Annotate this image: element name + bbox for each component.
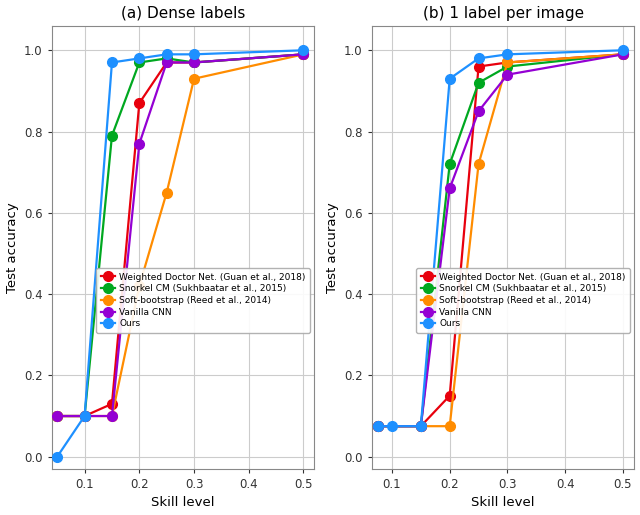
Ours [417,423,425,430]
Legend: Weighted Doctor Net. (Guan et al., 2018), Snorkel CM (Sukhbaatar et al., 2015), : Weighted Doctor Net. (Guan et al., 2018)… [417,268,630,333]
Vanilla CNN [446,185,454,192]
Soft-bootstrap (Reed et al., 2014) [300,52,307,58]
Line: Ours: Ours [52,45,308,461]
Ours [300,47,307,54]
Weighted Doctor Net. (Guan et al., 2018) [81,413,88,419]
Vanilla CNN [300,52,307,58]
Vanilla CNN [190,59,198,65]
Weighted Doctor Net. (Guan et al., 2018) [374,423,381,430]
Weighted Doctor Net. (Guan et al., 2018) [619,52,627,58]
Ours [81,413,88,419]
Snorkel CM (Sukhbaatar et al., 2015) [446,161,454,167]
Vanilla CNN [53,413,61,419]
Snorkel CM (Sukhbaatar et al., 2015) [300,52,307,58]
Soft-bootstrap (Reed et al., 2014) [446,423,454,430]
Ours [374,423,381,430]
Weighted Doctor Net. (Guan et al., 2018) [300,52,307,58]
Soft-bootstrap (Reed et al., 2014) [504,59,511,65]
Snorkel CM (Sukhbaatar et al., 2015) [163,55,170,61]
Soft-bootstrap (Reed et al., 2014) [163,190,170,196]
Weighted Doctor Net. (Guan et al., 2018) [163,59,170,65]
Soft-bootstrap (Reed et al., 2014) [108,413,116,419]
Ours [619,47,627,54]
Soft-bootstrap (Reed et al., 2014) [53,413,61,419]
Soft-bootstrap (Reed et al., 2014) [81,413,88,419]
X-axis label: Skill level: Skill level [151,496,215,509]
Snorkel CM (Sukhbaatar et al., 2015) [136,59,143,65]
Snorkel CM (Sukhbaatar et al., 2015) [475,80,483,86]
Vanilla CNN [163,59,170,65]
Ours [475,55,483,61]
Title: (b) 1 label per image: (b) 1 label per image [422,6,584,21]
Weighted Doctor Net. (Guan et al., 2018) [53,413,61,419]
Weighted Doctor Net. (Guan et al., 2018) [108,401,116,407]
Ours [53,454,61,460]
Ours [446,76,454,82]
Vanilla CNN [374,423,381,430]
Vanilla CNN [81,413,88,419]
Ours [504,52,511,58]
Weighted Doctor Net. (Guan et al., 2018) [190,59,198,65]
Weighted Doctor Net. (Guan et al., 2018) [136,100,143,106]
Soft-bootstrap (Reed et al., 2014) [417,423,425,430]
Ours [163,52,170,58]
X-axis label: Skill level: Skill level [471,496,535,509]
Line: Snorkel CM (Sukhbaatar et al., 2015): Snorkel CM (Sukhbaatar et al., 2015) [372,49,628,431]
Ours [136,55,143,61]
Ours [388,423,396,430]
Line: Snorkel CM (Sukhbaatar et al., 2015): Snorkel CM (Sukhbaatar et al., 2015) [52,49,308,421]
Ours [190,52,198,58]
Line: Weighted Doctor Net. (Guan et al., 2018): Weighted Doctor Net. (Guan et al., 2018) [52,49,308,421]
Vanilla CNN [108,413,116,419]
Y-axis label: Test accuracy: Test accuracy [6,202,19,293]
Soft-bootstrap (Reed et al., 2014) [190,76,198,82]
Weighted Doctor Net. (Guan et al., 2018) [417,423,425,430]
Snorkel CM (Sukhbaatar et al., 2015) [108,132,116,139]
Snorkel CM (Sukhbaatar et al., 2015) [619,52,627,58]
Ours [108,59,116,65]
Y-axis label: Test accuracy: Test accuracy [326,202,339,293]
Snorkel CM (Sukhbaatar et al., 2015) [81,413,88,419]
Line: Weighted Doctor Net. (Guan et al., 2018): Weighted Doctor Net. (Guan et al., 2018) [372,49,628,431]
Line: Soft-bootstrap (Reed et al., 2014): Soft-bootstrap (Reed et al., 2014) [52,49,308,421]
Snorkel CM (Sukhbaatar et al., 2015) [374,423,381,430]
Line: Ours: Ours [372,45,628,431]
Weighted Doctor Net. (Guan et al., 2018) [475,63,483,70]
Soft-bootstrap (Reed et al., 2014) [475,161,483,167]
Soft-bootstrap (Reed et al., 2014) [619,52,627,58]
Line: Vanilla CNN: Vanilla CNN [372,49,628,431]
Vanilla CNN [475,108,483,114]
Soft-bootstrap (Reed et al., 2014) [374,423,381,430]
Vanilla CNN [136,141,143,147]
Snorkel CM (Sukhbaatar et al., 2015) [53,413,61,419]
Vanilla CNN [504,72,511,78]
Vanilla CNN [417,423,425,430]
Snorkel CM (Sukhbaatar et al., 2015) [417,423,425,430]
Snorkel CM (Sukhbaatar et al., 2015) [504,63,511,70]
Legend: Weighted Doctor Net. (Guan et al., 2018), Snorkel CM (Sukhbaatar et al., 2015), : Weighted Doctor Net. (Guan et al., 2018)… [97,268,310,333]
Vanilla CNN [619,52,627,58]
Weighted Doctor Net. (Guan et al., 2018) [446,392,454,399]
Line: Vanilla CNN: Vanilla CNN [52,49,308,421]
Weighted Doctor Net. (Guan et al., 2018) [504,59,511,65]
Snorkel CM (Sukhbaatar et al., 2015) [190,59,198,65]
Line: Soft-bootstrap (Reed et al., 2014): Soft-bootstrap (Reed et al., 2014) [372,49,628,431]
Title: (a) Dense labels: (a) Dense labels [121,6,245,21]
Soft-bootstrap (Reed et al., 2014) [136,283,143,289]
